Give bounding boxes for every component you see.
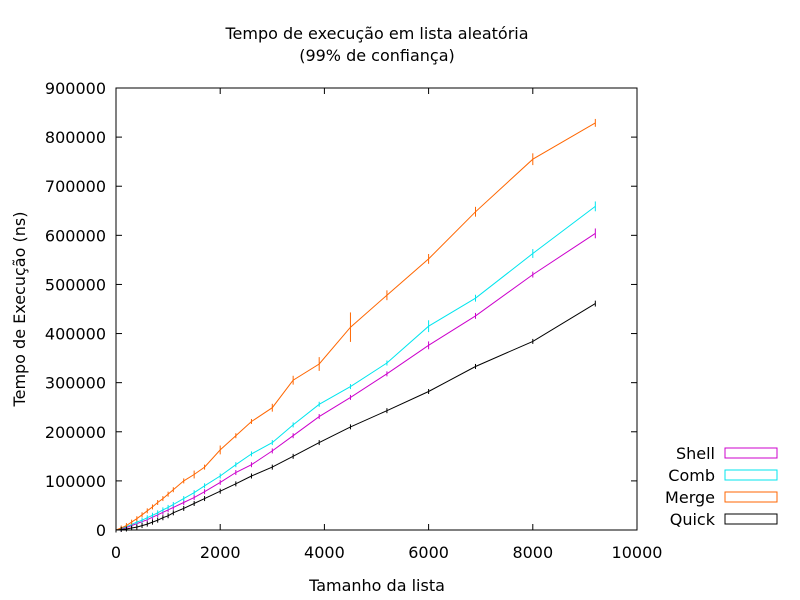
- y-axis: 0 100000 200000 300000 400000 500000 600000 700…: [45, 79, 637, 540]
- legend-label: Comb: [668, 466, 715, 485]
- y-tick-label: 900000: [45, 79, 106, 98]
- legend-item-quick: Quick: [670, 510, 778, 529]
- y-tick-label: 300000: [45, 374, 106, 393]
- legend-label: Merge: [665, 488, 715, 507]
- x-tick-label: 6000: [408, 543, 449, 562]
- y-tick-label: 200000: [45, 423, 106, 442]
- legend-label: Quick: [670, 510, 716, 529]
- chart-subtitle: (99% de confiança): [299, 46, 455, 65]
- x-tick-label: 4000: [304, 543, 345, 562]
- y-tick-label: 700000: [45, 177, 106, 196]
- legend-swatch: [724, 491, 778, 503]
- legend-label: Shell: [676, 444, 715, 463]
- y-tick-label: 800000: [45, 128, 106, 147]
- x-axis: 0 2000 4000 6000 8000 10000: [111, 88, 663, 562]
- legend-item-merge: Merge: [665, 488, 778, 507]
- y-tick-label: 400000: [45, 325, 106, 344]
- y-tick-label: 600000: [45, 226, 106, 245]
- x-tick-label: 8000: [512, 543, 553, 562]
- y-tick-label: 100000: [45, 472, 106, 491]
- x-tick-label: 2000: [200, 543, 241, 562]
- legend-swatch: [724, 447, 778, 459]
- x-tick-label: 10000: [612, 543, 663, 562]
- series-layer: [115, 118, 596, 533]
- series-comb: [115, 201, 596, 533]
- x-axis-label: Tamanho da lista: [308, 576, 445, 595]
- legend-item-comb: Comb: [668, 466, 778, 485]
- legend-swatch: [724, 513, 778, 525]
- x-tick-label: 0: [111, 543, 121, 562]
- chart-title: Tempo de execução em lista aleatória: [224, 24, 528, 43]
- plot-frame: [115, 87, 638, 531]
- y-tick-label: 500000: [45, 275, 106, 294]
- legend-swatch: [724, 469, 778, 481]
- legend: Shell Comb Merge Quick: [665, 444, 778, 529]
- y-axis-label: Tempo de Execução (ns): [10, 212, 29, 408]
- y-tick-label: 0: [96, 521, 106, 540]
- legend-item-shell: Shell: [676, 444, 778, 463]
